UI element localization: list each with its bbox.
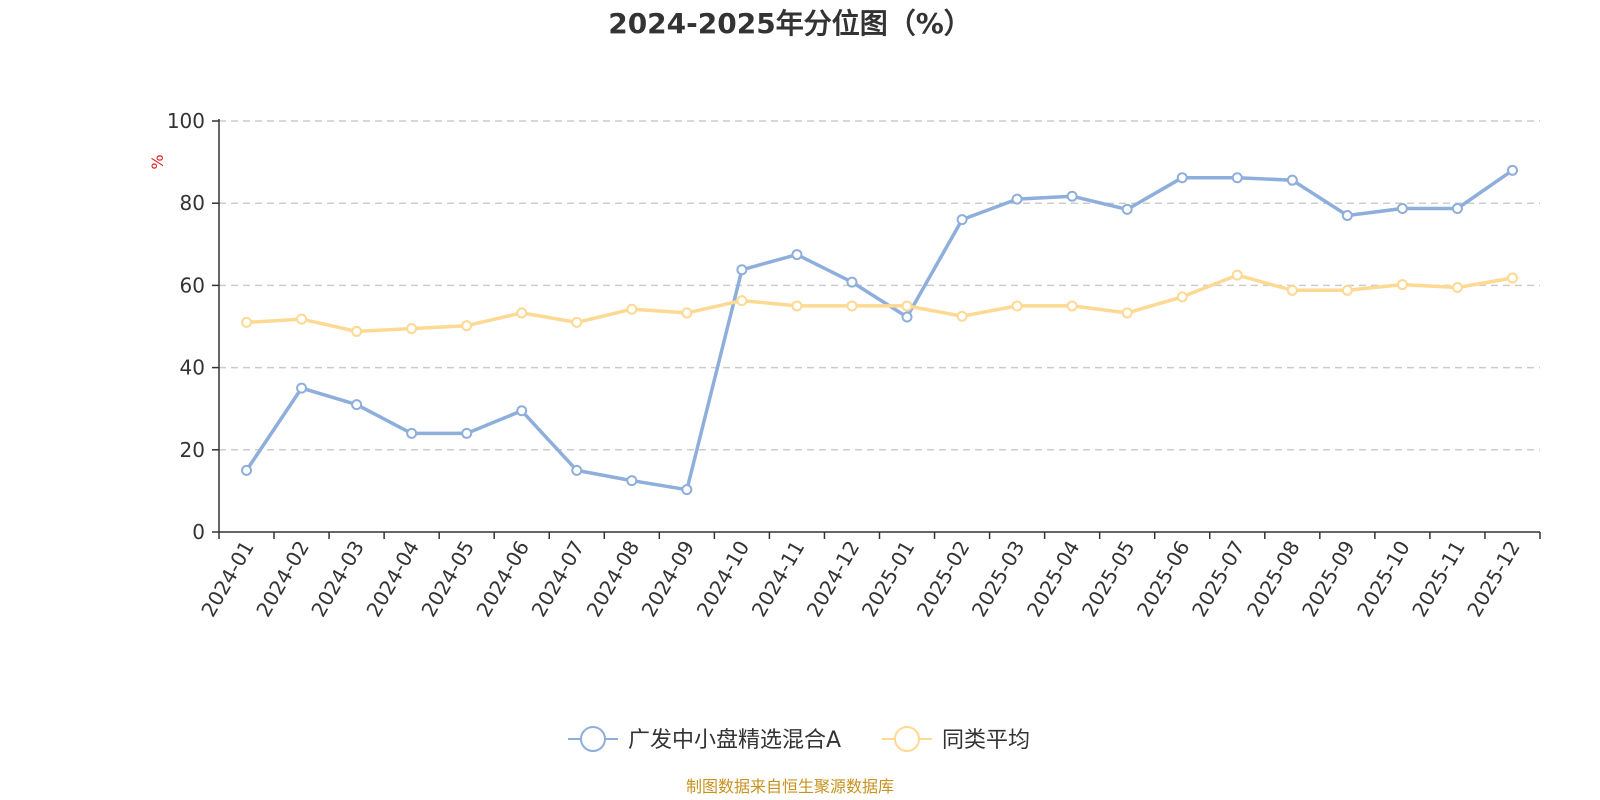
data-point <box>296 382 308 394</box>
data-point <box>516 405 528 417</box>
data-point <box>791 249 803 261</box>
data-point <box>736 295 748 307</box>
data-point <box>1121 307 1133 319</box>
x-tick-label: 2025-03 <box>967 537 1030 621</box>
data-point <box>791 300 803 312</box>
x-tick-label: 2024-11 <box>747 537 810 621</box>
x-tick-label: 2025-09 <box>1297 537 1360 621</box>
x-tick-label: 2025-07 <box>1187 537 1250 621</box>
gridlines <box>219 120 1540 451</box>
x-tick-label: 2024-12 <box>802 537 865 621</box>
y-tick-label: 20 <box>180 438 205 462</box>
data-point <box>901 311 913 323</box>
data-point <box>461 427 473 439</box>
data-point <box>1176 172 1188 184</box>
data-point <box>351 325 363 337</box>
x-tick-label: 2024-08 <box>582 537 645 621</box>
y-axis-label: % <box>148 154 167 169</box>
data-point <box>681 484 693 496</box>
series-line <box>246 273 1513 334</box>
data-point <box>1176 291 1188 303</box>
data-point <box>1286 284 1298 296</box>
data-point <box>406 427 418 439</box>
data-point <box>1341 210 1353 222</box>
data-point <box>1506 164 1518 176</box>
axes <box>218 119 1540 533</box>
x-tick-label: 2025-10 <box>1352 537 1415 621</box>
y-tick-label: 100 <box>167 109 205 133</box>
y-tick-label: 80 <box>180 191 205 215</box>
x-tick-label: 2024-07 <box>527 537 590 621</box>
chart-title: 2024-2025年分位图（%） <box>608 7 972 40</box>
x-tick-label: 2025-08 <box>1242 537 1305 621</box>
x-tick-label: 2024-10 <box>692 537 755 621</box>
data-point <box>1396 279 1408 291</box>
x-tick-label: 2025-05 <box>1077 537 1140 621</box>
data-point <box>736 264 748 276</box>
x-tick-label: 2024-05 <box>416 537 479 621</box>
legend-label: 同类平均 <box>942 728 1030 753</box>
data-point <box>1231 172 1243 184</box>
legend-marker <box>894 726 920 752</box>
data-point <box>681 307 693 319</box>
data-point <box>901 300 913 312</box>
y-tick-label: 0 <box>192 520 205 544</box>
series-line <box>245 168 1514 492</box>
data-point <box>626 303 638 315</box>
data-point <box>846 276 858 288</box>
data-point <box>1396 203 1408 215</box>
series-1 <box>241 164 1518 496</box>
x-tick-label: 2024-04 <box>361 537 424 621</box>
data-point <box>1506 272 1518 284</box>
y-tick-label: 60 <box>180 273 205 297</box>
data-point <box>1451 281 1463 293</box>
data-point <box>241 316 253 328</box>
data-point <box>296 313 308 325</box>
data-point <box>1286 174 1298 186</box>
data-point <box>626 475 638 487</box>
data-point <box>956 214 968 226</box>
x-tick-label: 2025-06 <box>1132 537 1195 621</box>
x-ticks: 2024-012024-022024-032024-042024-052024-… <box>196 532 1541 621</box>
y-ticks: 0 20 40 60 80 100 <box>167 109 219 544</box>
x-tick-label: 2025-11 <box>1407 537 1470 621</box>
legend-item-2: 同类平均 <box>882 726 1030 753</box>
data-point <box>1011 300 1023 312</box>
x-tick-label: 2024-03 <box>306 537 369 621</box>
source-note: 制图数据来自恒生聚源数据库 <box>686 777 894 796</box>
data-point <box>461 320 473 332</box>
x-tick-label: 2024-06 <box>471 537 534 621</box>
legend-item-1: 广发中小盘精选混合A <box>568 726 841 753</box>
data-point <box>571 464 583 476</box>
data-point <box>406 323 418 335</box>
data-point <box>1451 203 1463 215</box>
data-point <box>1231 269 1243 281</box>
data-point <box>1066 190 1078 202</box>
legend: 广发中小盘精选混合A 同类平均 <box>568 726 1030 753</box>
x-tick-label: 2025-01 <box>857 537 920 621</box>
data-point <box>846 300 858 312</box>
data-point <box>571 316 583 328</box>
y-tick-label: 40 <box>180 356 205 380</box>
data-point <box>1011 193 1023 205</box>
series-2 <box>241 269 1518 337</box>
x-tick-label: 2025-12 <box>1462 537 1525 621</box>
data-point <box>241 464 253 476</box>
data-point <box>351 399 363 411</box>
data-point <box>516 307 528 319</box>
data-point <box>956 310 968 322</box>
data-point <box>1341 284 1353 296</box>
data-point <box>1066 300 1078 312</box>
x-tick-label: 2025-02 <box>912 537 975 621</box>
data-point <box>1121 203 1133 215</box>
x-tick-label: 2024-09 <box>637 537 700 621</box>
legend-label: 广发中小盘精选混合A <box>628 728 841 753</box>
x-tick-label: 2024-01 <box>196 537 259 621</box>
series-group <box>241 164 1518 496</box>
x-tick-label: 2025-04 <box>1022 537 1085 621</box>
legend-marker <box>580 726 606 752</box>
x-tick-label: 2024-02 <box>251 537 314 621</box>
